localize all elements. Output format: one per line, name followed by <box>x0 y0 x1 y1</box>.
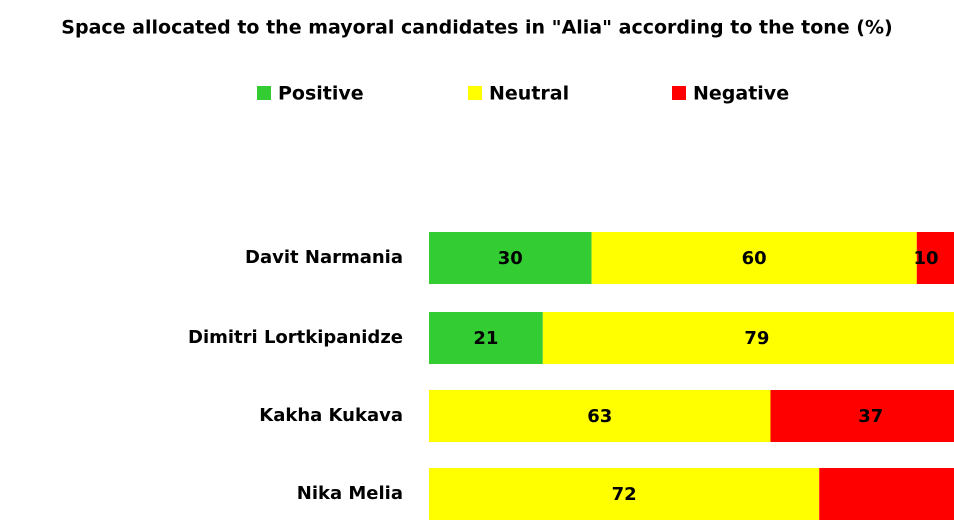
bar-segment <box>429 468 820 520</box>
legend-label: Neutral <box>489 83 569 105</box>
data-label: 21 <box>473 328 498 349</box>
data-label: 37 <box>858 406 883 427</box>
data-label: 10 <box>913 248 938 269</box>
data-label: 30 <box>498 248 523 269</box>
data-label: 63 <box>587 406 612 427</box>
category-label: Dimitri Lortkipanidze <box>188 327 403 348</box>
category-label: Davit Narmania <box>245 247 403 268</box>
legend-swatch <box>468 86 482 100</box>
bar-segment <box>429 312 543 364</box>
data-label: 60 <box>742 248 767 269</box>
bar-segment <box>819 468 954 520</box>
data-label: 72 <box>612 484 637 505</box>
data-label: 79 <box>744 328 769 349</box>
bar-segment <box>542 312 954 364</box>
category-label: Kakha Kukava <box>259 405 403 426</box>
legend-swatch <box>257 86 271 100</box>
chart-title: Space allocated to the mayoral candidate… <box>61 17 892 39</box>
bar-segment <box>770 390 954 442</box>
legend-swatch <box>672 86 686 100</box>
bar-segment <box>916 232 954 284</box>
legend-label: Negative <box>693 83 789 105</box>
bar-segment <box>429 232 592 284</box>
bar-segment <box>429 390 771 442</box>
legend-label: Positive <box>278 83 364 105</box>
bar-segment <box>591 232 917 284</box>
category-label: Nika Melia <box>297 483 403 504</box>
